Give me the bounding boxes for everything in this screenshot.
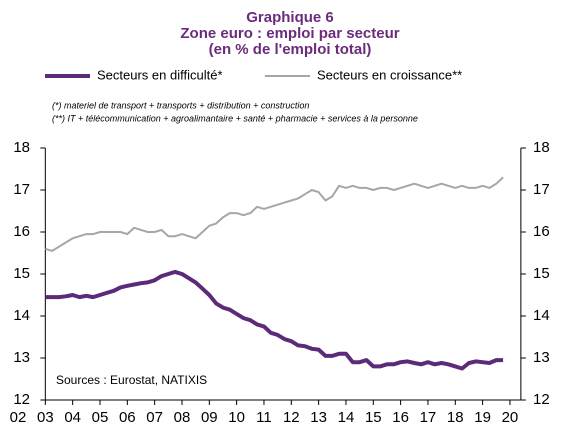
- y2-tick-label: 15: [533, 265, 550, 282]
- series-line: [45, 269, 504, 371]
- x-tick-label: 08: [174, 409, 191, 426]
- x-tick-label: 03: [37, 409, 54, 426]
- x-tick-label: 10: [228, 409, 245, 426]
- x-tick-label: 13: [310, 409, 327, 426]
- y-tick-label: 16: [13, 223, 30, 240]
- y-tick-label: 18: [13, 139, 30, 156]
- x-tick-label: 15: [365, 409, 382, 426]
- y2-tick-label: 18: [533, 139, 550, 156]
- chart-title: (en % de l'emploi total): [209, 41, 372, 58]
- x-tick-label: 05: [92, 409, 109, 426]
- footnote: (*) materiel de transport + transports +…: [52, 100, 309, 110]
- x-tick-label: 16: [392, 409, 409, 426]
- y2-tick-label: 17: [533, 181, 550, 198]
- chart-title: Graphique 6: [246, 9, 334, 26]
- x-tick-label: 19: [474, 409, 491, 426]
- x-tick-label: 09: [201, 409, 218, 426]
- x-tick-label: 06: [119, 409, 136, 426]
- x-tick-label: 18: [447, 409, 464, 426]
- x-tick-label: 17: [420, 409, 437, 426]
- source: Sources : Eurostat, NATIXIS: [56, 373, 207, 387]
- chart-title: Zone euro : emploi par secteur: [180, 25, 399, 42]
- y2-tick-label: 12: [533, 391, 550, 408]
- y-tick-label: 12: [13, 391, 30, 408]
- legend-label: Secteurs en difficulté*: [97, 67, 223, 82]
- x-tick-label: 04: [64, 409, 81, 426]
- series-line: [45, 176, 504, 252]
- x-tick-label: 12: [283, 409, 300, 426]
- x-tick-label: 07: [146, 409, 163, 426]
- y-tick-label: 14: [13, 307, 30, 324]
- y2-tick-label: 16: [533, 223, 550, 240]
- y-tick-label: 17: [13, 181, 30, 198]
- x-tick-label: 02: [10, 409, 27, 426]
- y2-tick-label: 13: [533, 349, 550, 366]
- y-tick-label: 15: [13, 265, 30, 282]
- legend-label: Secteurs en croissance**: [317, 67, 462, 82]
- x-tick-label: 20: [502, 409, 519, 426]
- y-tick-label: 13: [13, 349, 30, 366]
- footnote: (**) IT + télécommunication + agroaliman…: [52, 113, 418, 123]
- x-tick-label: 11: [256, 409, 272, 426]
- y2-tick-label: 14: [533, 307, 550, 324]
- x-tick-label: 14: [338, 409, 355, 426]
